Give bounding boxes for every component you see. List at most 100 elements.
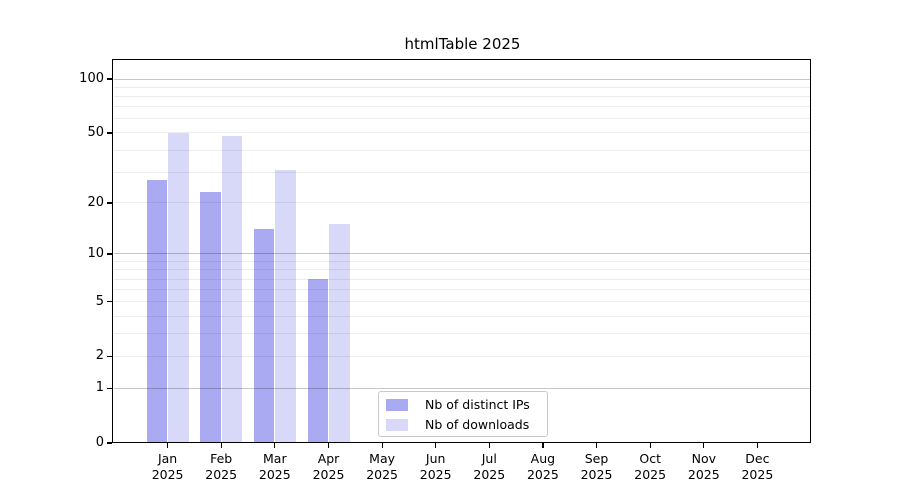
y-tick-label-50: 50	[87, 124, 104, 140]
x-tick-mark-feb	[220, 443, 222, 448]
bar-distinct-ips-mar	[253, 229, 275, 443]
x-tick-year: 2025	[419, 467, 452, 482]
x-tick-mark-jun	[435, 443, 437, 448]
x-tick-label-oct: Oct 2025	[618, 451, 682, 483]
x-tick-month: Oct	[639, 451, 661, 466]
x-tick-month: Jan	[157, 451, 178, 466]
x-tick-label-sep: Sep 2025	[565, 451, 629, 483]
gridline-y-minor-40	[114, 149, 811, 151]
gridline-y-minor-80	[114, 95, 811, 97]
x-tick-month: Nov	[691, 451, 716, 466]
x-tick-month: Sep	[584, 451, 609, 466]
bar-distinct-ips-apr	[307, 279, 328, 443]
chart-title: htmlTable 2025	[404, 35, 521, 53]
y-tick-label-5: 5	[95, 293, 104, 309]
x-tick-label-jan: Jan 2025	[136, 451, 200, 483]
x-tick-label-aug: Aug 2025	[511, 451, 575, 483]
bar-downloads-mar	[275, 169, 296, 443]
legend: Nb of distinct IPs Nb of downloads	[378, 391, 548, 437]
x-tick-mark-jan	[167, 443, 169, 448]
gridline-y-minor-90	[114, 86, 811, 88]
x-tick-month: Dec	[745, 451, 770, 466]
x-tick-label-feb: Feb 2025	[189, 451, 253, 483]
x-tick-month: May	[369, 451, 396, 466]
legend-swatch-distinct-ips	[386, 399, 408, 411]
legend-label-downloads: Nb of downloads	[425, 417, 530, 432]
x-tick-month: Feb	[210, 451, 233, 466]
y-tick-mark-100	[107, 78, 112, 80]
x-tick-mark-may	[381, 443, 383, 448]
y-tick-mark-50	[107, 132, 112, 134]
legend-swatch-downloads	[386, 419, 408, 431]
x-tick-mark-oct	[649, 443, 651, 448]
gridline-y-minor-30	[114, 171, 811, 173]
gridline-y-minor-70	[114, 106, 811, 108]
x-tick-label-nov: Nov 2025	[672, 451, 736, 483]
x-tick-year: 2025	[473, 467, 506, 482]
y-tick-label-10: 10	[87, 245, 104, 261]
x-tick-label-mar: Mar 2025	[243, 451, 307, 483]
x-tick-label-may: May 2025	[350, 451, 414, 483]
x-tick-year: 2025	[741, 467, 774, 482]
x-tick-mark-dec	[756, 443, 759, 448]
gridline-y-minor-2	[114, 355, 811, 357]
x-tick-month: Jul	[481, 451, 497, 466]
x-tick-year: 2025	[312, 467, 345, 482]
y-tick-mark-10	[107, 253, 112, 255]
legend-row-downloads: Nb of downloads	[379, 415, 547, 435]
y-tick-label-2: 2	[95, 348, 104, 364]
x-tick-year: 2025	[205, 467, 238, 482]
x-tick-month: Mar	[263, 451, 287, 466]
x-tick-mark-apr	[327, 443, 330, 448]
x-tick-label-apr: Apr 2025	[297, 451, 361, 483]
x-tick-year: 2025	[687, 467, 720, 482]
gridline-y-100	[114, 78, 811, 80]
y-tick-mark-0	[107, 442, 112, 444]
x-tick-mark-nov	[703, 443, 705, 448]
gridline-y-10	[114, 253, 811, 255]
y-tick-mark-5	[107, 301, 112, 303]
x-tick-mark-aug	[542, 443, 544, 448]
x-tick-year: 2025	[151, 467, 184, 482]
x-tick-mark-mar	[274, 443, 276, 448]
bars-layer	[114, 61, 811, 443]
x-tick-label-dec: Dec 2025	[725, 451, 789, 483]
x-tick-month: Apr	[317, 451, 340, 466]
gridlines-layer	[114, 61, 811, 443]
gridline-y-minor-50	[114, 132, 811, 134]
gridline-y-minor-4	[114, 315, 811, 317]
bar-distinct-ips-feb	[200, 192, 221, 443]
gridline-y-minor-60	[114, 118, 811, 120]
bar-downloads-feb	[221, 136, 243, 443]
bar-downloads-apr	[329, 224, 350, 443]
y-tick-label-0: 0	[95, 435, 104, 450]
y-tick-label-1: 1	[95, 380, 104, 396]
plot-area	[114, 61, 811, 443]
y-tick-label-100: 100	[79, 71, 104, 86]
gridline-y-1	[114, 387, 811, 389]
y-tick-label-20: 20	[87, 194, 104, 210]
gridline-y-minor-20	[114, 202, 811, 204]
x-tick-month: Jun	[425, 451, 446, 466]
x-tick-label-jun: Jun 2025	[404, 451, 468, 483]
x-tick-year: 2025	[526, 467, 559, 482]
bar-distinct-ips-jan	[146, 180, 168, 443]
x-tick-year: 2025	[258, 467, 291, 482]
x-tick-mark-jul	[488, 443, 490, 448]
gridline-y-minor-7	[114, 278, 811, 280]
x-tick-year: 2025	[634, 467, 667, 482]
gridline-y-minor-9	[114, 260, 811, 262]
gridline-y-minor-6	[114, 289, 811, 290]
x-tick-label-jul: Jul 2025	[457, 451, 521, 483]
y-tick-mark-20	[107, 202, 112, 204]
y-tick-mark-1	[107, 387, 112, 389]
x-tick-year: 2025	[580, 467, 613, 482]
legend-row-distinct-ips: Nb of distinct IPs	[379, 395, 547, 415]
x-tick-year: 2025	[366, 467, 398, 482]
x-tick-mark-sep	[595, 443, 598, 448]
bar-downloads-jan	[168, 132, 189, 443]
y-tick-mark-2	[107, 355, 112, 358]
legend-label-distinct-ips: Nb of distinct IPs	[425, 397, 530, 412]
gridline-y-minor-3	[114, 333, 811, 335]
